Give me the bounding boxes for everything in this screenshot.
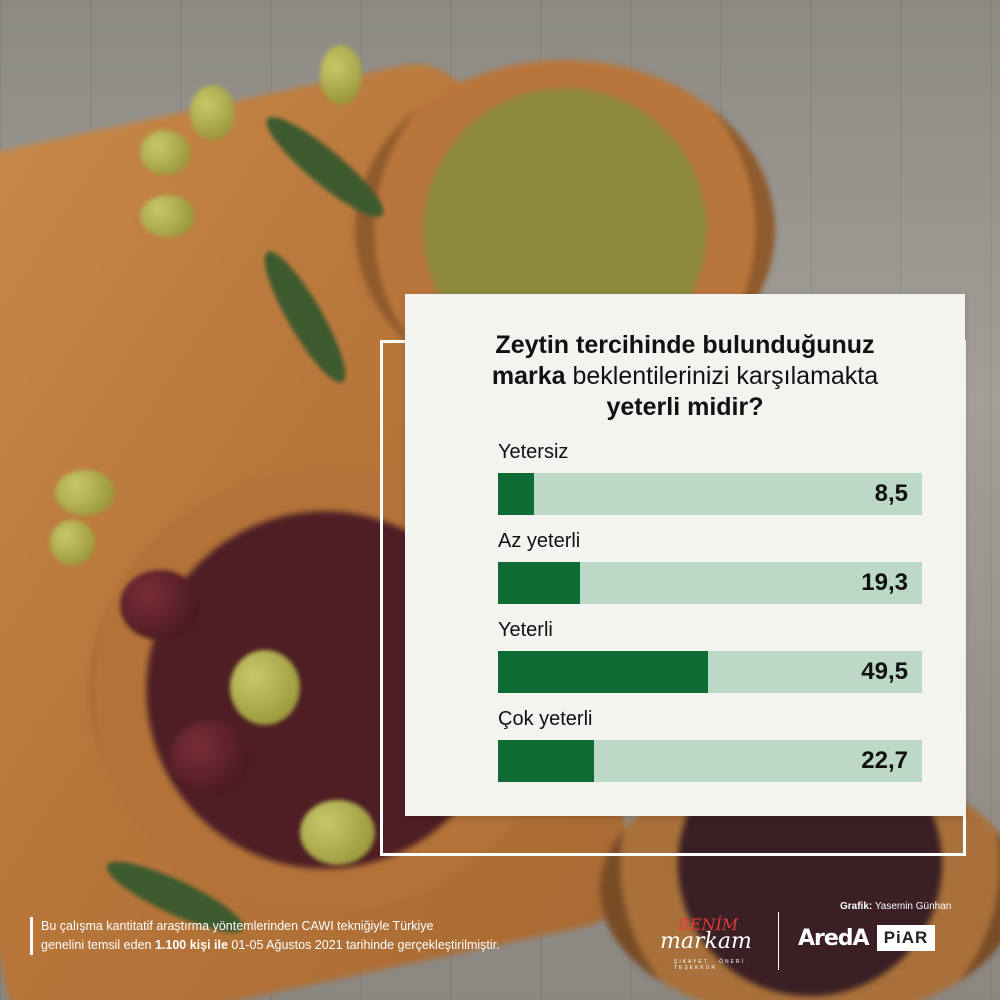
credit-name: Yasemin Günhan (872, 901, 952, 912)
olive (140, 195, 195, 237)
bar-value-label: 8,5 (874, 480, 908, 507)
piar-logo: PiAR (877, 925, 935, 951)
bar-track: 49,5 (498, 651, 922, 693)
title-line-1: Zeytin tercihinde bulunduğunuz (495, 331, 875, 359)
bar-value-label: 22,7 (861, 747, 908, 774)
title-line-3: yeterli midir? (606, 393, 764, 421)
footnote-date: 01-05 Ağustos 2021 tarihinde gerçekleşti… (227, 938, 500, 952)
bar (498, 651, 708, 693)
benim-markam-logo: BENİM markam ŞİKAYET · ÖNERİ · TEŞEKKÜR (660, 915, 770, 971)
footnote-text: genelini temsil eden (41, 938, 155, 952)
bar-category-label: Yeterli (498, 619, 553, 641)
bar-track: 22,7 (498, 740, 922, 782)
bar (498, 562, 580, 604)
footnote-sample-size: 1.100 kişi ile (154, 938, 228, 952)
chart-card: Zeytin tercihinde bulunduğunuz marka bek… (405, 294, 965, 816)
bar-value-label: 49,5 (861, 658, 908, 685)
bar-value-label: 19,3 (861, 569, 908, 596)
logo-divider (778, 912, 779, 970)
title-line-2-bold: marka (491, 362, 566, 390)
bar-category-label: Yetersiz (498, 441, 569, 463)
olive (190, 85, 235, 140)
olive (320, 45, 362, 105)
olive (120, 570, 200, 640)
logo-benim-text: BENİM (678, 915, 739, 934)
title-line-2-regular: beklentilerinizi karşılamakta (572, 362, 879, 390)
olive (230, 650, 300, 725)
footnote-line-1: Bu çalışma kantitatif araştırma yöntemle… (41, 919, 434, 933)
olive (170, 720, 250, 795)
areda-logo: AredA (798, 926, 870, 951)
logo-markam-text: markam (660, 929, 752, 954)
methodology-footnote: Bu çalışma kantitatif araştırma yöntemle… (30, 917, 561, 955)
olive (140, 130, 190, 175)
olive (50, 520, 95, 565)
graphic-credit: Grafik: Yasemin Günhan (840, 901, 951, 912)
chart-title: Zeytin tercihinde bulunduğunuz marka bek… (405, 330, 965, 423)
footnote-line-2: genelini temsil eden 1.100 kişi ile 01-0… (41, 936, 561, 955)
logo-tagline: ŞİKAYET · ÖNERİ · TEŞEKKÜR (674, 959, 752, 971)
olive (55, 470, 115, 515)
olive (300, 800, 375, 865)
credit-label: Grafik: (840, 901, 873, 912)
bar-track: 8,5 (498, 473, 922, 515)
bar-track: 19,3 (498, 562, 922, 604)
bar (498, 473, 535, 515)
bar (498, 740, 595, 782)
bar-category-label: Az yeterli (498, 530, 581, 552)
bar-category-label: Çok yeterli (498, 708, 593, 730)
